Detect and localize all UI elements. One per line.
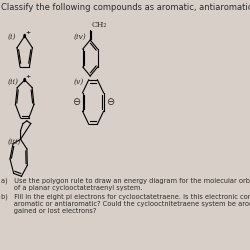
Text: Classify the following compounds as aromatic, antiaromatic, or nonaromatic.: Classify the following compounds as arom…	[1, 3, 250, 12]
Text: gained or lost electrons?: gained or lost electrons?	[1, 208, 96, 214]
Circle shape	[24, 78, 25, 82]
Text: (iv): (iv)	[74, 33, 86, 41]
Text: (v): (v)	[74, 78, 84, 86]
Text: b)   Fill in the eight pi electrons for cyclooctatetraene. Is this electronic co: b) Fill in the eight pi electrons for cy…	[1, 194, 250, 200]
Text: +: +	[26, 30, 31, 36]
Text: ⊖: ⊖	[106, 97, 114, 107]
Text: a)   Use the polygon rule to draw an energy diagram for the molecular orbitals: a) Use the polygon rule to draw an energ…	[1, 178, 250, 184]
Text: (iii): (iii)	[8, 138, 21, 146]
Text: (ii): (ii)	[8, 78, 18, 86]
Text: of a planar cyclooctatetraenyl system.: of a planar cyclooctatetraenyl system.	[1, 185, 142, 191]
Text: ⊖: ⊖	[72, 97, 80, 107]
Text: +: +	[26, 74, 31, 80]
Circle shape	[24, 34, 25, 37]
Text: CH₂: CH₂	[92, 21, 107, 29]
Text: (i): (i)	[8, 33, 16, 41]
Text: aromatic or antiaromatic? Could the cyclooctnitetraene system be aromat: aromatic or antiaromatic? Could the cycl…	[1, 201, 250, 207]
